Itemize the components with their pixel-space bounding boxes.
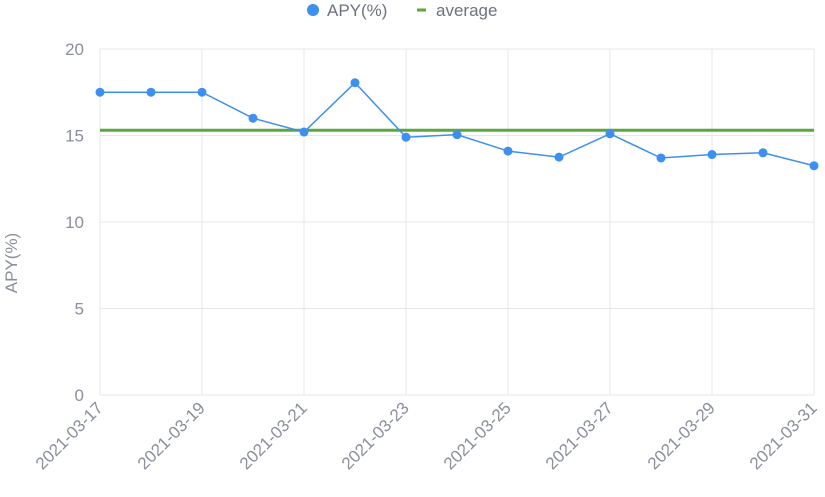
legend-marker-apy (307, 4, 319, 16)
x-tick-label: 2021-03-21 (236, 398, 311, 473)
legend-item-apy[interactable]: APY(%) (307, 1, 387, 20)
apy-data-point[interactable] (605, 129, 615, 139)
y-tick-label: 10 (65, 213, 84, 232)
x-tick-label: 2021-03-17 (32, 398, 107, 473)
apy-data-point[interactable] (554, 152, 564, 162)
apy-data-point[interactable] (452, 130, 462, 140)
apy-data-point[interactable] (503, 146, 513, 156)
y-axis-ticks: 0 5 10 15 20 (65, 40, 84, 405)
apy-data-point[interactable] (707, 150, 717, 160)
apy-data-point[interactable] (299, 127, 309, 137)
y-tick-label: 0 (75, 386, 84, 405)
apy-data-point[interactable] (656, 153, 666, 163)
series-layer (95, 78, 819, 171)
x-tick-label: 2021-03-25 (440, 398, 515, 473)
apy-data-point[interactable] (146, 87, 156, 97)
apy-data-point[interactable] (197, 87, 207, 97)
legend-label-apy: APY(%) (327, 1, 387, 20)
x-tick-label: 2021-03-29 (644, 398, 719, 473)
apy-data-point[interactable] (248, 113, 258, 123)
legend-item-average[interactable]: average (417, 1, 497, 20)
x-tick-label: 2021-03-31 (746, 398, 821, 473)
x-tick-label: 2021-03-23 (338, 398, 413, 473)
grid (99, 48, 815, 396)
apy-data-point[interactable] (95, 87, 105, 97)
legend: APY(%) average (307, 1, 497, 20)
legend-label-average: average (436, 1, 497, 20)
x-tick-label: 2021-03-19 (134, 398, 209, 473)
apy-series-line (100, 81, 815, 167)
apy-data-point[interactable] (758, 148, 768, 158)
y-tick-label: 5 (75, 300, 84, 319)
apy-data-point[interactable] (350, 78, 360, 88)
y-axis-title: APY(%) (2, 233, 21, 293)
apy-data-point[interactable] (809, 161, 819, 171)
y-tick-label: 20 (65, 40, 84, 59)
x-axis-ticks: 2021-03-17 2021-03-19 2021-03-21 2021-03-23… (32, 398, 821, 473)
apy-data-point[interactable] (401, 132, 411, 142)
y-tick-label: 15 (65, 127, 84, 146)
x-tick-label: 2021-03-27 (542, 398, 617, 473)
